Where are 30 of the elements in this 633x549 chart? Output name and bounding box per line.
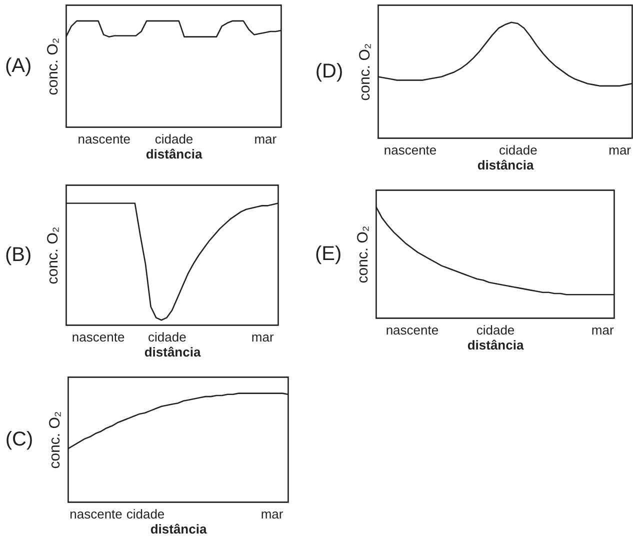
x-tick-label: cidade	[148, 330, 186, 344]
y-axis-title: conc. O₂	[46, 411, 64, 469]
x-tick-label: nascente	[386, 322, 439, 338]
x-tick-label: mar	[260, 506, 284, 522]
text: (D)	[315, 60, 344, 82]
x-tick-label: mar	[608, 142, 632, 158]
x-tick-label: mar	[591, 322, 614, 338]
x-axis-title: distância	[477, 158, 534, 172]
x-tick-label: cidade	[499, 142, 538, 158]
x-tick-label: nascente	[70, 506, 122, 522]
x-tick-label: cidade	[476, 322, 515, 338]
y-axis-title: conc. O₂	[356, 43, 374, 101]
text: (A)	[5, 55, 32, 77]
x-tick-label: nascente	[72, 330, 125, 344]
text: (C)	[5, 428, 34, 450]
x-axis-title: distância	[467, 338, 524, 352]
y-axis-title: conc. O₂	[44, 38, 62, 96]
x-tick-label: cidade	[126, 506, 165, 522]
x-axis-title: distância	[144, 344, 202, 360]
x-tick-label: nascente	[384, 142, 437, 158]
text: (B)	[5, 244, 32, 266]
x-tick-label: mar	[254, 132, 278, 146]
x-axis-title: distância	[146, 146, 203, 162]
text: (E)	[315, 243, 342, 265]
x-tick-label: mar	[251, 330, 274, 344]
y-axis-title: conc. O₂	[44, 226, 62, 284]
x-tick-label: nascente	[78, 132, 131, 146]
x-tick-label: cidade	[154, 132, 194, 146]
x-axis-title: distância	[150, 522, 208, 536]
y-axis-title: conc. O₂	[354, 226, 372, 284]
